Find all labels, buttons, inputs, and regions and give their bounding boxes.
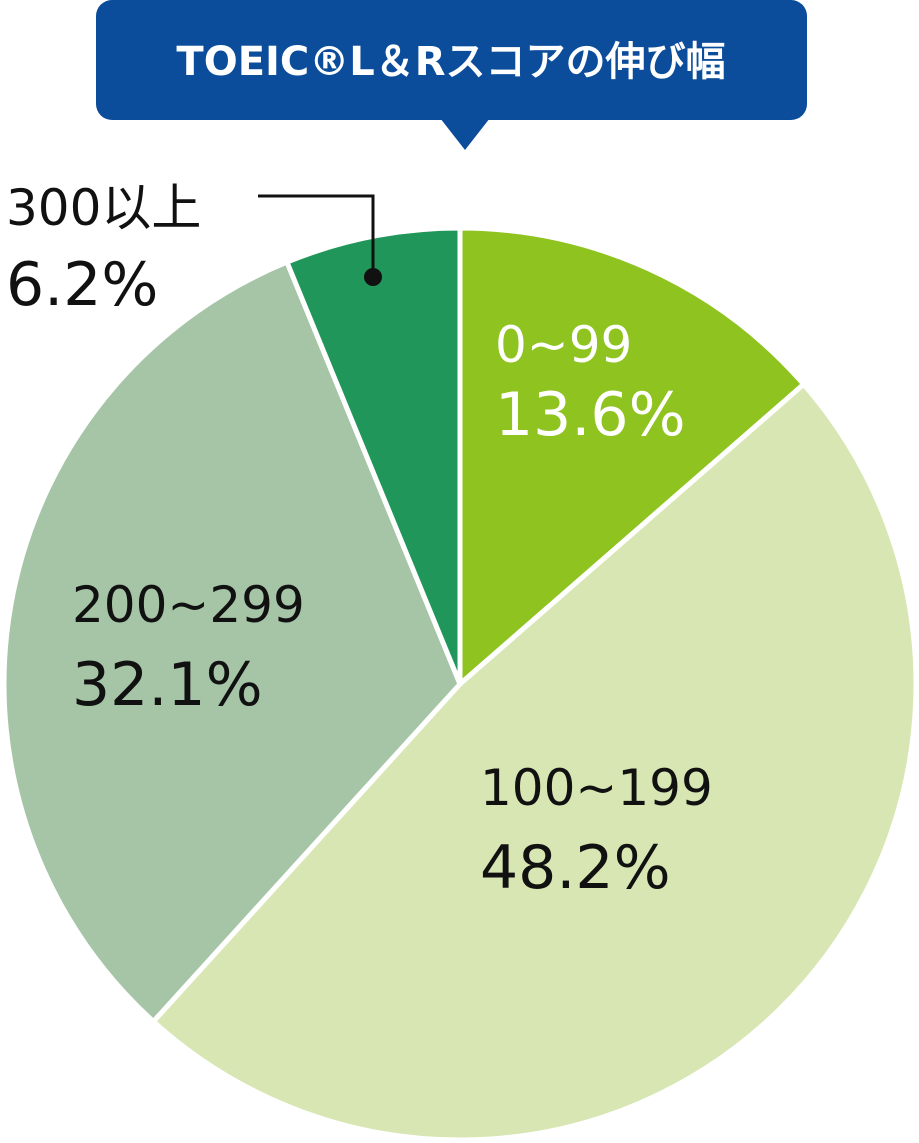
title-callout: TOEIC®L＆Rスコアの伸び幅	[96, 0, 807, 150]
title-box	[96, 0, 807, 120]
value-label-200-299: 32.1%	[72, 650, 263, 720]
pie-slice-100-199	[150, 381, 919, 1143]
leader-dot-300-plus	[364, 268, 382, 286]
pie-slices	[1, 225, 919, 1143]
chart-title: TOEIC®L＆Rスコアの伸び幅	[176, 39, 725, 85]
category-label-100-199: 100~199	[480, 759, 713, 817]
leader-line-300-plus	[258, 194, 375, 276]
pie-slice-0-99	[457, 225, 807, 687]
title-pointer	[440, 118, 490, 150]
category-label-300-plus: 300以上	[6, 179, 201, 237]
pie-slice-200-299	[1, 259, 463, 1024]
value-label-0-99: 13.6%	[495, 380, 686, 450]
category-label-0-99: 0~99	[495, 316, 632, 374]
value-label-100-199: 48.2%	[480, 833, 671, 903]
category-label-200-299: 200~299	[72, 576, 305, 634]
value-label-300-plus: 6.2%	[6, 250, 158, 320]
slice-labels: 0~99 13.6% 100~199 48.2% 200~299 32.1% 3…	[6, 179, 713, 903]
